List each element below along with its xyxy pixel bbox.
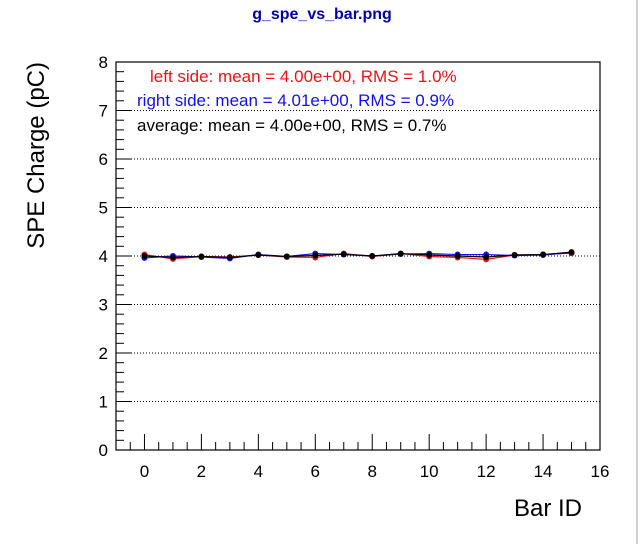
legend: left side: mean = 4.00e+00, RMS = 1.0% r… <box>137 67 457 135</box>
data-point-average <box>369 253 376 259</box>
y-tick-label: 4 <box>99 247 108 266</box>
data-point-average <box>312 252 319 259</box>
data-point-average <box>540 251 547 258</box>
x-tick-label: 0 <box>140 462 149 481</box>
x-axis-label: Bar ID <box>514 495 582 522</box>
x-tick-label: 16 <box>591 462 610 481</box>
x-tick-label: 14 <box>534 462 553 481</box>
data-series <box>141 249 575 263</box>
x-tick-label: 6 <box>311 462 320 481</box>
data-point-average <box>283 253 290 260</box>
data-point-average <box>255 252 262 259</box>
data-point-average <box>226 254 233 261</box>
chart-title: g_spe_vs_bar.png <box>252 6 392 23</box>
series-line-average <box>144 251 572 259</box>
x-tick-label: 12 <box>477 462 496 481</box>
x-tick-label: 10 <box>420 462 439 481</box>
x-tick-label: 4 <box>254 462 263 481</box>
data-point-average <box>141 253 148 259</box>
window-border <box>636 0 638 544</box>
data-point-average <box>511 252 518 259</box>
y-tick-label: 6 <box>99 150 108 169</box>
data-point-average <box>340 251 347 258</box>
y-tick-label: 3 <box>99 296 108 315</box>
x-tick-label: 2 <box>197 462 206 481</box>
data-point-average <box>198 253 205 260</box>
data-point-average <box>454 253 461 259</box>
data-point-average <box>568 249 575 256</box>
data-point-average <box>397 250 404 257</box>
y-tick-label: 0 <box>99 441 108 460</box>
x-tick-label: 8 <box>368 462 377 481</box>
y-tick-label: 2 <box>99 344 108 363</box>
legend-entry-average: average: mean = 4.00e+00, RMS = 0.7% <box>137 116 447 135</box>
y-axis-label: SPE Charge (pC) <box>23 62 50 249</box>
data-point-average <box>169 254 176 261</box>
y-tick-label: 8 <box>99 53 108 72</box>
y-tick-label: 7 <box>99 102 108 121</box>
data-point-average <box>426 252 433 259</box>
y-tick-label: 1 <box>99 393 108 412</box>
legend-entry-right: right side: mean = 4.01e+00, RMS = 0.9% <box>137 91 454 110</box>
y-tick-label: 5 <box>99 199 108 218</box>
legend-entry-left: left side: mean = 4.00e+00, RMS = 1.0% <box>150 67 457 86</box>
data-point-average <box>483 253 490 260</box>
